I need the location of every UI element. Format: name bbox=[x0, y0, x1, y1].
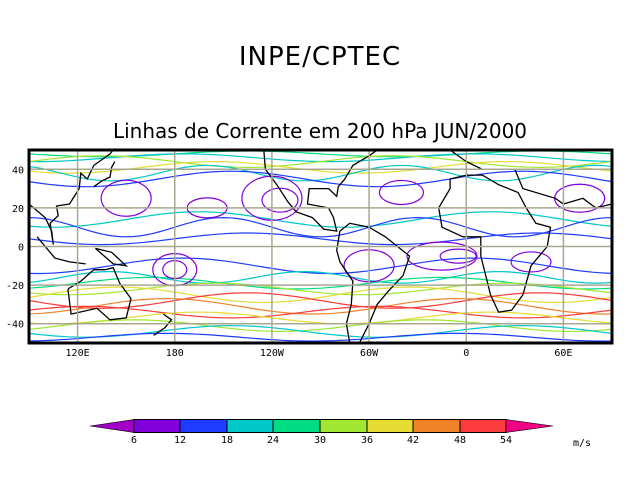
colorbar-tick-label: 12 bbox=[174, 435, 186, 446]
streamline bbox=[28, 155, 613, 169]
streamline-vortex bbox=[261, 187, 299, 213]
colorbar-segment bbox=[366, 419, 414, 433]
streamline bbox=[28, 216, 613, 238]
coastline-europe-asia bbox=[449, 149, 613, 209]
colorbar-segment bbox=[459, 419, 507, 433]
colorbar-tick-label: 48 bbox=[454, 435, 466, 446]
colorbar-low-arrow bbox=[89, 419, 135, 433]
streamline bbox=[28, 286, 613, 304]
lon-label: 60W bbox=[360, 348, 379, 359]
colorbar-tick-label: 24 bbox=[267, 435, 279, 446]
colorbar-tick-label: 6 bbox=[131, 435, 137, 446]
colorbar-segment bbox=[272, 419, 321, 433]
streamline-vortex bbox=[406, 241, 478, 271]
streamline bbox=[28, 164, 613, 182]
lon-label: 0 bbox=[463, 348, 469, 359]
streamline bbox=[28, 211, 613, 228]
coastline-asia-east bbox=[28, 149, 114, 245]
lat-label: -20 bbox=[6, 281, 24, 292]
axis-labels: 40 20 0 -20 -40 120E 180 120W 60W 0 60E bbox=[6, 165, 573, 359]
map-subtitle: Linhas de Corrente em 200 hPa JUN/2000 bbox=[112, 119, 528, 143]
streamline-vortex bbox=[439, 248, 477, 264]
colorbar-tick-label: 54 bbox=[500, 435, 512, 446]
main-title: INPE/CPTEC bbox=[238, 42, 402, 72]
lon-label: 120E bbox=[66, 348, 90, 359]
streamline bbox=[28, 297, 613, 315]
streamline bbox=[28, 332, 613, 342]
colorbar-segment bbox=[226, 419, 274, 433]
colorbar-units: m/s bbox=[573, 438, 591, 449]
streamline bbox=[28, 153, 613, 163]
colorbar-tick-label: 30 bbox=[314, 435, 326, 446]
streamline bbox=[28, 292, 613, 309]
streamline bbox=[28, 257, 613, 275]
lat-label: -40 bbox=[6, 320, 24, 331]
coastline-japan bbox=[93, 161, 116, 188]
colorbar-high-arrow bbox=[505, 419, 554, 433]
streamline bbox=[28, 232, 613, 246]
lon-label: 60E bbox=[554, 348, 572, 359]
map-frame bbox=[27, 148, 614, 345]
coastline-africa bbox=[438, 174, 552, 313]
lat-label: 20 bbox=[12, 204, 24, 215]
lat-label: 0 bbox=[18, 243, 24, 254]
streamline bbox=[28, 319, 613, 332]
streamline-vortex bbox=[510, 251, 552, 273]
lat-label: 40 bbox=[12, 165, 24, 176]
streamline-vortex bbox=[100, 179, 152, 217]
streamline bbox=[28, 305, 613, 319]
streamline bbox=[28, 282, 613, 296]
streamline bbox=[28, 170, 613, 188]
colorbar-tick-label: 18 bbox=[221, 435, 233, 446]
colorbar-segment bbox=[412, 419, 461, 433]
colorbar-segment bbox=[179, 419, 228, 433]
coastline-new-guinea bbox=[94, 247, 129, 267]
colorbar-tick-label: 36 bbox=[361, 435, 373, 446]
streamline-vortex bbox=[378, 179, 425, 206]
colorbar-segment bbox=[133, 419, 181, 433]
grid-lines bbox=[29, 150, 612, 343]
coastline-australia bbox=[67, 266, 132, 321]
streamline bbox=[28, 271, 613, 284]
lon-label: 180 bbox=[166, 348, 184, 359]
colorbar-segment bbox=[319, 419, 368, 433]
lon-label: 120W bbox=[260, 348, 285, 359]
colorbar: 6 12 18 24 30 36 42 48 54 m/s bbox=[89, 419, 591, 449]
colorbar-tick-label: 42 bbox=[407, 435, 419, 446]
coastline-north-america bbox=[190, 149, 378, 232]
